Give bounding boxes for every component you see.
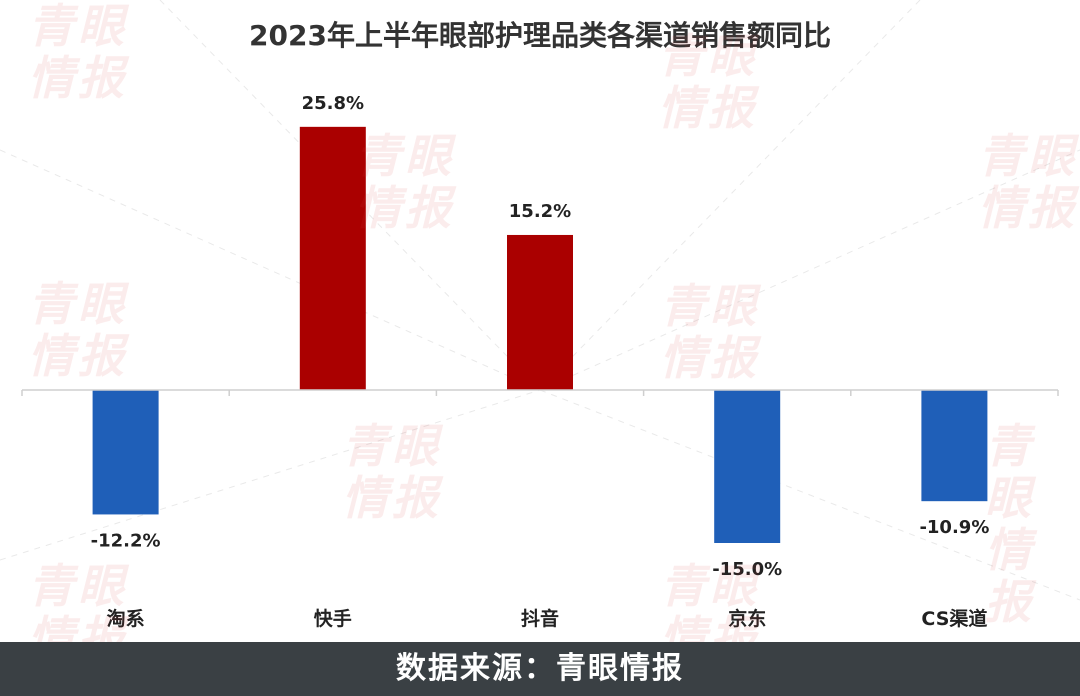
bar-0 — [92, 390, 159, 515]
watermark-line — [539, 389, 1080, 601]
data-label-2: 15.2% — [509, 201, 571, 222]
watermark-line — [0, 389, 541, 561]
data-label-0: -12.2% — [91, 530, 161, 551]
bar-2 — [507, 234, 573, 390]
category-label-4: CS渠道 — [921, 607, 987, 630]
category-label-0: 淘系 — [107, 607, 145, 630]
data-label-4: -10.9% — [919, 517, 989, 538]
watermark-line — [539, 0, 921, 391]
category-label-3: 京东 — [728, 607, 766, 630]
watermark-lines — [0, 0, 1080, 601]
bar-chart: 2023年上半年眼部护理品类各渠道销售额同比 -12.2%25.8%15.2%-… — [0, 0, 1080, 630]
bar-3 — [714, 390, 781, 543]
chart-title: 2023年上半年眼部护理品类各渠道销售额同比 — [249, 19, 831, 52]
watermark-line — [539, 149, 1080, 391]
data-label-3: -15.0% — [712, 559, 782, 580]
category-label-2: 抖音 — [521, 607, 559, 630]
category-ticks — [21, 390, 1059, 396]
watermark-line — [0, 149, 541, 391]
data-labels-group: -12.2% 25.8% 15.2% -15.0% -10.9% — [91, 93, 990, 580]
data-source-footer: 数据来源：青眼情报 — [0, 642, 1080, 696]
bars-group — [92, 126, 988, 543]
category-labels-group: 淘系 快手 抖音 京东 CS渠道 — [107, 607, 988, 630]
data-label-1: 25.8% — [302, 93, 364, 114]
bar-1 — [299, 126, 366, 390]
category-label-1: 快手 — [314, 607, 352, 630]
bar-4 — [921, 390, 988, 502]
